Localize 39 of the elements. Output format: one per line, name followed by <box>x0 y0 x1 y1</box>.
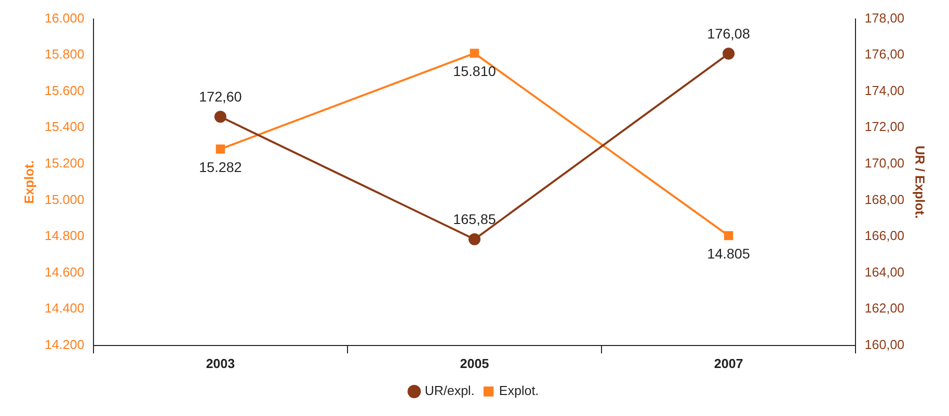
y2-tick-label: 178,00 <box>864 10 904 26</box>
y2-tick-label: 160,00 <box>864 336 904 352</box>
y-tick-label: 15.000 <box>44 192 84 207</box>
y-tick-label: 14.800 <box>44 228 84 244</box>
y-tick-label: 15.600 <box>44 82 84 98</box>
data-label: 15.282 <box>198 158 242 175</box>
legend-label: UR/expl. <box>424 383 475 398</box>
y-tick-label: 15.800 <box>44 46 84 62</box>
y2-tick-label: 162,00 <box>864 300 904 316</box>
data-label: 165,85 <box>453 211 496 228</box>
data-label: 172,60 <box>198 88 242 105</box>
y-tick-label: 14.600 <box>44 264 84 280</box>
point <box>722 48 735 60</box>
x-tick-label: 2007 <box>714 356 744 371</box>
y2-tick-label: 170,00 <box>864 156 904 171</box>
y2-axis-title: UR / Explot. <box>912 146 928 219</box>
data-label: 14.805 <box>707 245 750 262</box>
point <box>468 233 480 246</box>
point <box>470 48 480 58</box>
x-tick-label: 2005 <box>460 356 489 371</box>
point <box>724 231 734 240</box>
y2-tick-label: 172,00 <box>864 119 904 134</box>
y2-tick-label: 174,00 <box>864 82 904 98</box>
legend-label: Explot. <box>499 383 539 398</box>
data-label: 176,08 <box>707 25 750 42</box>
y-tick-label: 15.200 <box>44 156 84 171</box>
point <box>216 144 225 154</box>
y2-tick-label: 164,00 <box>864 264 904 280</box>
y-tick-label: 14.400 <box>44 300 84 316</box>
point <box>214 110 226 123</box>
y-tick-label: 16.000 <box>44 10 84 26</box>
y-axis-title: Explot. <box>21 160 36 204</box>
y2-tick-label: 176,00 <box>864 46 904 62</box>
y-tick-label: 14.200 <box>44 336 84 352</box>
y-tick-label: 15.400 <box>44 119 84 134</box>
y2-tick-label: 168,00 <box>864 192 904 207</box>
x-tick-label: 2003 <box>206 356 235 371</box>
data-label: 15.810 <box>453 63 496 80</box>
y2-tick-label: 166,00 <box>864 228 904 244</box>
